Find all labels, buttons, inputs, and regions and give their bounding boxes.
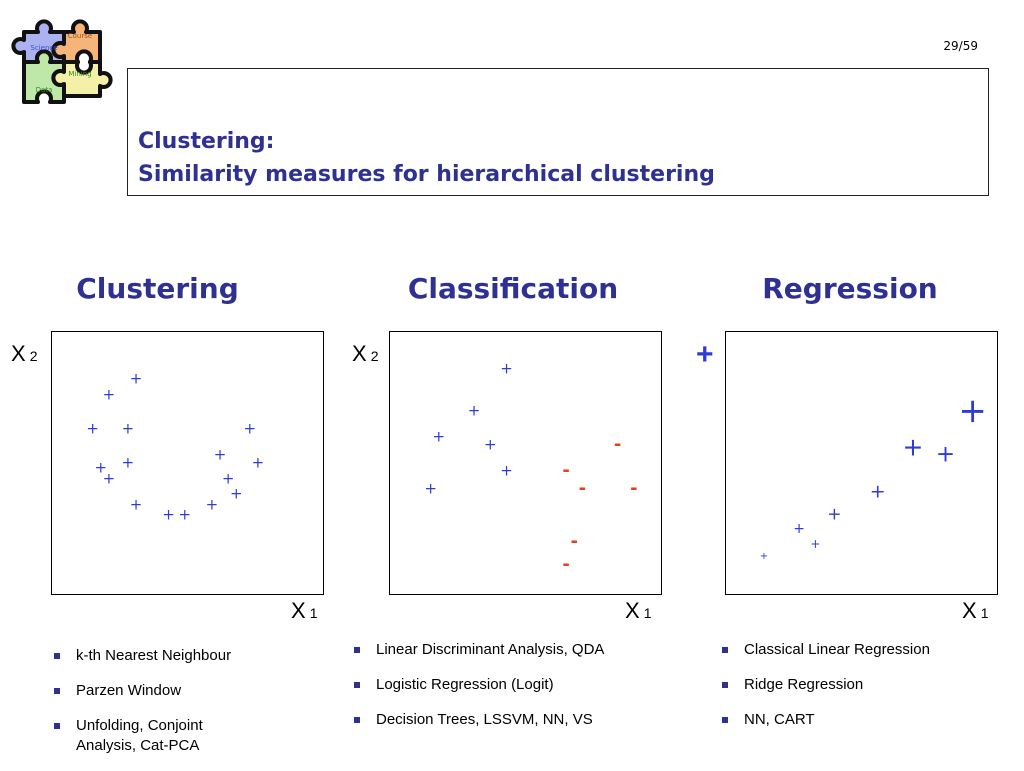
bullet-square-icon <box>354 682 360 688</box>
heading-clustering: Clustering <box>76 272 239 305</box>
puzzle-label-mining: Mining <box>68 70 91 78</box>
regression-methods-list: Classical Linear Regression Ridge Regres… <box>720 640 1010 745</box>
plus-marker: + <box>162 505 175 524</box>
slide-title-box: Clustering: Similarity measures for hier… <box>127 68 989 196</box>
puzzle-label-data: Data <box>36 86 53 94</box>
list-item: k-th Nearest Neighbour <box>52 646 322 666</box>
plus-marker: + <box>221 469 235 488</box>
plus-marker: + <box>129 495 143 514</box>
plus-marker: + <box>759 551 769 563</box>
bullet-square-icon <box>722 717 728 723</box>
plus-marker: + <box>213 445 227 464</box>
classification-plot: + + + + + + - - - - - - <box>389 331 662 595</box>
puzzle-piece-mining <box>51 60 113 98</box>
plus-marker: + <box>793 520 806 537</box>
plus-marker: + <box>102 385 116 404</box>
minus-marker: - <box>578 478 587 500</box>
bullet-square-icon <box>54 653 60 659</box>
plus-marker: + <box>86 419 99 438</box>
list-item: Linear Discriminant Analysis, QDA <box>352 640 682 660</box>
bullet-square-icon <box>354 647 360 653</box>
classification-methods-list: Linear Discriminant Analysis, QDA Logist… <box>352 640 682 745</box>
clustering-methods-list: k-th Nearest Neighbour Parzen Window Unf… <box>52 646 322 771</box>
minus-marker: - <box>630 478 638 500</box>
plus-marker: + <box>229 484 243 503</box>
minus-marker: - <box>613 433 622 455</box>
plus-marker: + <box>958 390 987 431</box>
puzzle-label-science: Science <box>30 44 57 52</box>
bullet-square-icon <box>722 647 728 653</box>
minus-marker: - <box>562 554 570 576</box>
plus-marker: + <box>178 505 192 524</box>
plus-marker: + <box>869 480 886 503</box>
bullet-square-icon <box>54 688 60 694</box>
slide-title-line-1: Clustering: <box>138 129 275 154</box>
list-item: Classical Linear Regression <box>720 640 1010 660</box>
heading-classification: Classification <box>407 272 619 305</box>
plus-marker: + <box>432 427 446 446</box>
plus-marker: + <box>94 458 108 477</box>
plus-marker: + <box>424 479 437 498</box>
list-item: Ridge Regression <box>720 675 1010 695</box>
minus-marker: - <box>570 530 579 552</box>
regression-y-axis-label: + <box>696 338 714 371</box>
plus-marker: + <box>129 369 143 388</box>
plus-marker: + <box>251 453 265 472</box>
puzzle-label-course: Course <box>68 32 92 40</box>
list-item: NN, CART <box>720 710 1010 730</box>
plus-marker: + <box>121 453 135 472</box>
list-item: Logistic Regression (Logit) <box>352 675 682 695</box>
plus-marker: + <box>500 359 513 378</box>
plus-marker: + <box>810 537 821 552</box>
puzzle-logo: Science Course Data Mining <box>8 10 116 114</box>
clustering-plot: + + + + + + + + + + + + + + + + <box>51 331 324 595</box>
plus-marker: + <box>500 461 513 480</box>
plus-marker: + <box>467 401 481 420</box>
list-item: Parzen Window <box>52 681 322 701</box>
regression-plot: + + + + + + + + <box>725 331 998 595</box>
plus-marker: + <box>121 419 135 438</box>
list-item: Unfolding, Conjoint Analysis, Cat-PCA <box>52 716 266 756</box>
bullet-square-icon <box>54 723 60 729</box>
plus-marker: + <box>827 504 842 525</box>
heading-regression: Regression <box>762 272 938 305</box>
page-number: 29/59 <box>943 39 978 53</box>
plus-marker: + <box>243 419 257 438</box>
plus-marker: + <box>102 469 116 488</box>
plus-marker: + <box>483 435 497 454</box>
list-item: Decision Trees, LSSVM, NN, VS <box>352 710 682 730</box>
plus-marker: + <box>935 441 956 468</box>
puzzle-piece-course <box>51 19 102 64</box>
plus-marker: + <box>902 432 924 462</box>
bullet-square-icon <box>354 717 360 723</box>
plus-marker: + <box>205 495 219 514</box>
slide-title-line-2: Similarity measures for hierarchical clu… <box>138 162 715 187</box>
bullet-square-icon <box>722 682 728 688</box>
minus-marker: - <box>562 459 570 481</box>
